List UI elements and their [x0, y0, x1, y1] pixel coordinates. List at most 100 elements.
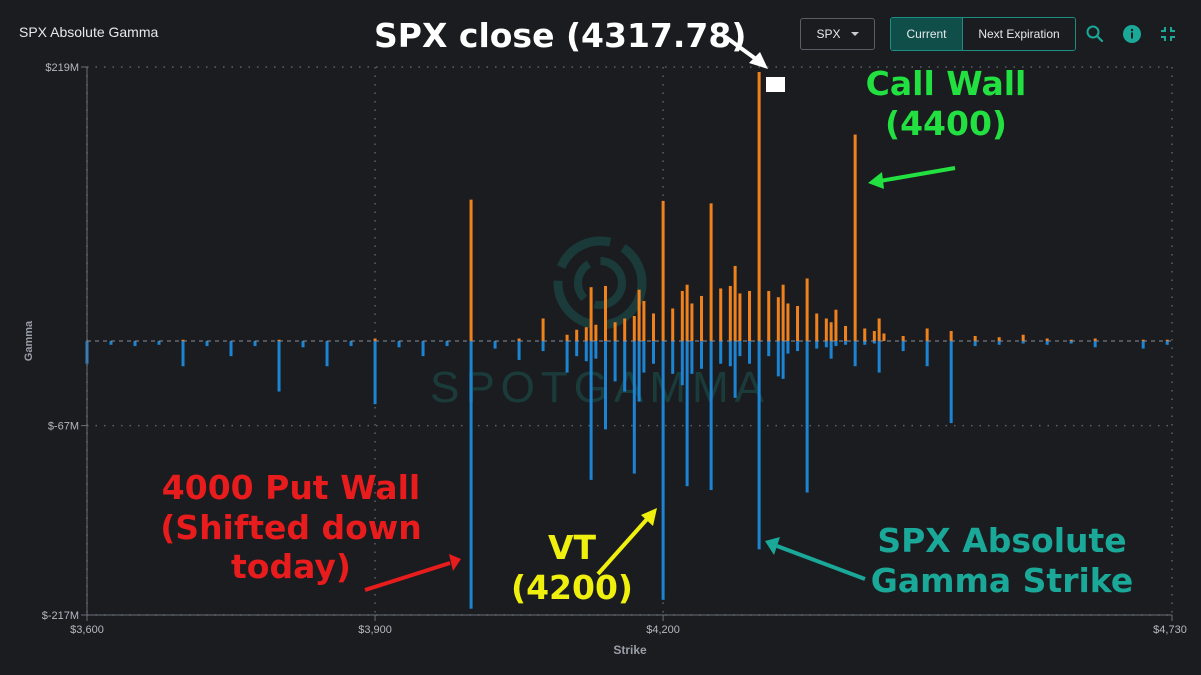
put-gamma-bar — [767, 341, 771, 357]
put-gamma-bar — [1021, 341, 1025, 344]
call-gamma-bar — [719, 288, 723, 341]
call-gamma-bar — [872, 330, 876, 341]
call-gamma-bar — [632, 315, 636, 341]
call-gamma-bar — [277, 339, 281, 341]
y-tick-label: $-67M — [48, 421, 79, 433]
vt-line-1: VT — [547, 528, 597, 567]
put-gamma-bar — [738, 341, 742, 357]
put-gamma-bar — [757, 341, 761, 550]
search-icon[interactable] — [1085, 24, 1105, 44]
put-wall-line-1: 4000 Put Wall — [161, 468, 421, 507]
watermark-text: SPOTGAMMA — [430, 363, 770, 412]
x-axis-label: Strike — [613, 643, 647, 657]
x-tick-label: $3,600 — [70, 624, 104, 636]
collapse-icon[interactable] — [1158, 24, 1178, 44]
put-gamma-bar — [603, 341, 607, 430]
put-gamma-bar — [642, 341, 646, 373]
call-gamma-bar — [1093, 338, 1097, 341]
info-icon[interactable] — [1122, 24, 1142, 44]
call-gamma-bar — [925, 328, 929, 341]
watermark: SPOTGAMMA — [430, 236, 770, 412]
call-gamma-bar — [709, 203, 713, 341]
call-gamma-bar — [901, 335, 905, 341]
put-gamma-bar — [973, 341, 977, 347]
call-gamma-bar — [1045, 338, 1049, 341]
put-gamma-bar — [421, 341, 425, 357]
put-gamma-bar — [997, 341, 1001, 345]
call-gamma-bar — [642, 300, 646, 341]
put-gamma-bar — [181, 341, 185, 367]
put-gamma-bar — [805, 341, 809, 493]
put-gamma-bar — [844, 341, 848, 345]
call-gamma-bar — [1141, 339, 1145, 341]
call-gamma-bar — [685, 284, 689, 341]
current-button[interactable]: Current — [891, 18, 963, 50]
put-gamma-bar — [584, 341, 588, 362]
call-gamma-bar — [661, 200, 665, 341]
put-gamma-bar — [709, 341, 713, 490]
put-gamma-bar — [397, 341, 401, 348]
call-gamma-bar — [796, 305, 800, 341]
symbol-select[interactable]: SPX — [800, 18, 875, 50]
call-gamma-bar — [834, 309, 838, 341]
put-gamma-bar — [786, 341, 790, 354]
abs-gamma-line-1: SPX Absolute — [877, 521, 1127, 560]
abs-gamma-line-2: Gamma Strike — [870, 560, 1134, 600]
put-gamma-bar — [157, 341, 161, 345]
put-gamma-bar — [853, 341, 857, 367]
call-gamma-bar — [700, 295, 704, 341]
call-gamma-bar — [863, 328, 867, 341]
put-gamma-bar — [541, 341, 545, 352]
put-gamma-bar — [373, 341, 377, 405]
put-gamma-bar — [700, 341, 704, 369]
put-gamma-bar — [325, 341, 329, 367]
put-gamma-bar — [205, 341, 209, 347]
call-gamma-bar — [671, 308, 675, 341]
call-wall-line-1: Call Wall — [865, 64, 1027, 103]
call-gamma-bar — [623, 318, 627, 341]
put-gamma-bar — [517, 341, 521, 360]
put-gamma-bar — [661, 341, 665, 600]
put-gamma-bar — [632, 341, 636, 474]
put-gamma-bar — [690, 341, 694, 374]
call-gamma-bar — [776, 297, 780, 341]
put-gamma-bar — [445, 341, 449, 347]
y-tick-label: $-217M — [42, 610, 79, 622]
call-gamma-bar — [1165, 339, 1169, 341]
put-gamma-bar — [901, 341, 905, 352]
call-gamma-bar — [469, 199, 473, 341]
call-gamma-bar — [767, 290, 771, 341]
call-gamma-bar — [786, 303, 790, 341]
y-tick-label: $219M — [45, 62, 79, 74]
put-gamma-bar — [781, 341, 785, 379]
call-gamma-bar — [815, 313, 819, 341]
x-tick-label: $4,200 — [646, 624, 680, 636]
put-gamma-bar — [877, 341, 881, 373]
next-expiration-button[interactable]: Next Expiration — [963, 18, 1075, 50]
call-gamma-bar — [781, 284, 785, 341]
put-gamma-bar — [671, 341, 675, 374]
call-gamma-bar — [844, 325, 848, 341]
put-gamma-bar — [469, 341, 473, 609]
put-gamma-bar — [829, 341, 833, 359]
call-gamma-bar — [181, 339, 185, 341]
vt-annotation: VT (4200) — [506, 528, 638, 607]
call-wall-line-2: (4400) — [884, 103, 1007, 143]
call-gamma-bar — [1021, 334, 1025, 341]
call-gamma-bar — [757, 72, 761, 341]
call-gamma-bar — [949, 330, 953, 341]
put-gamma-bar — [1069, 341, 1073, 344]
put-gamma-bar — [349, 341, 353, 347]
put-gamma-bar — [685, 341, 689, 487]
put-gamma-bar — [949, 341, 953, 424]
call-gamma-bar — [373, 338, 377, 341]
put-gamma-bar — [1093, 341, 1097, 348]
call-gamma-bar — [877, 318, 881, 341]
put-wall-line-2: (Shifted down — [160, 507, 422, 547]
call-gamma-bar — [680, 290, 684, 341]
y-axis-label: Gamma — [23, 320, 35, 361]
put-wall-line-3: today) — [231, 547, 351, 587]
put-gamma-bar — [680, 341, 684, 386]
annotation-arrows — [364, 36, 956, 592]
